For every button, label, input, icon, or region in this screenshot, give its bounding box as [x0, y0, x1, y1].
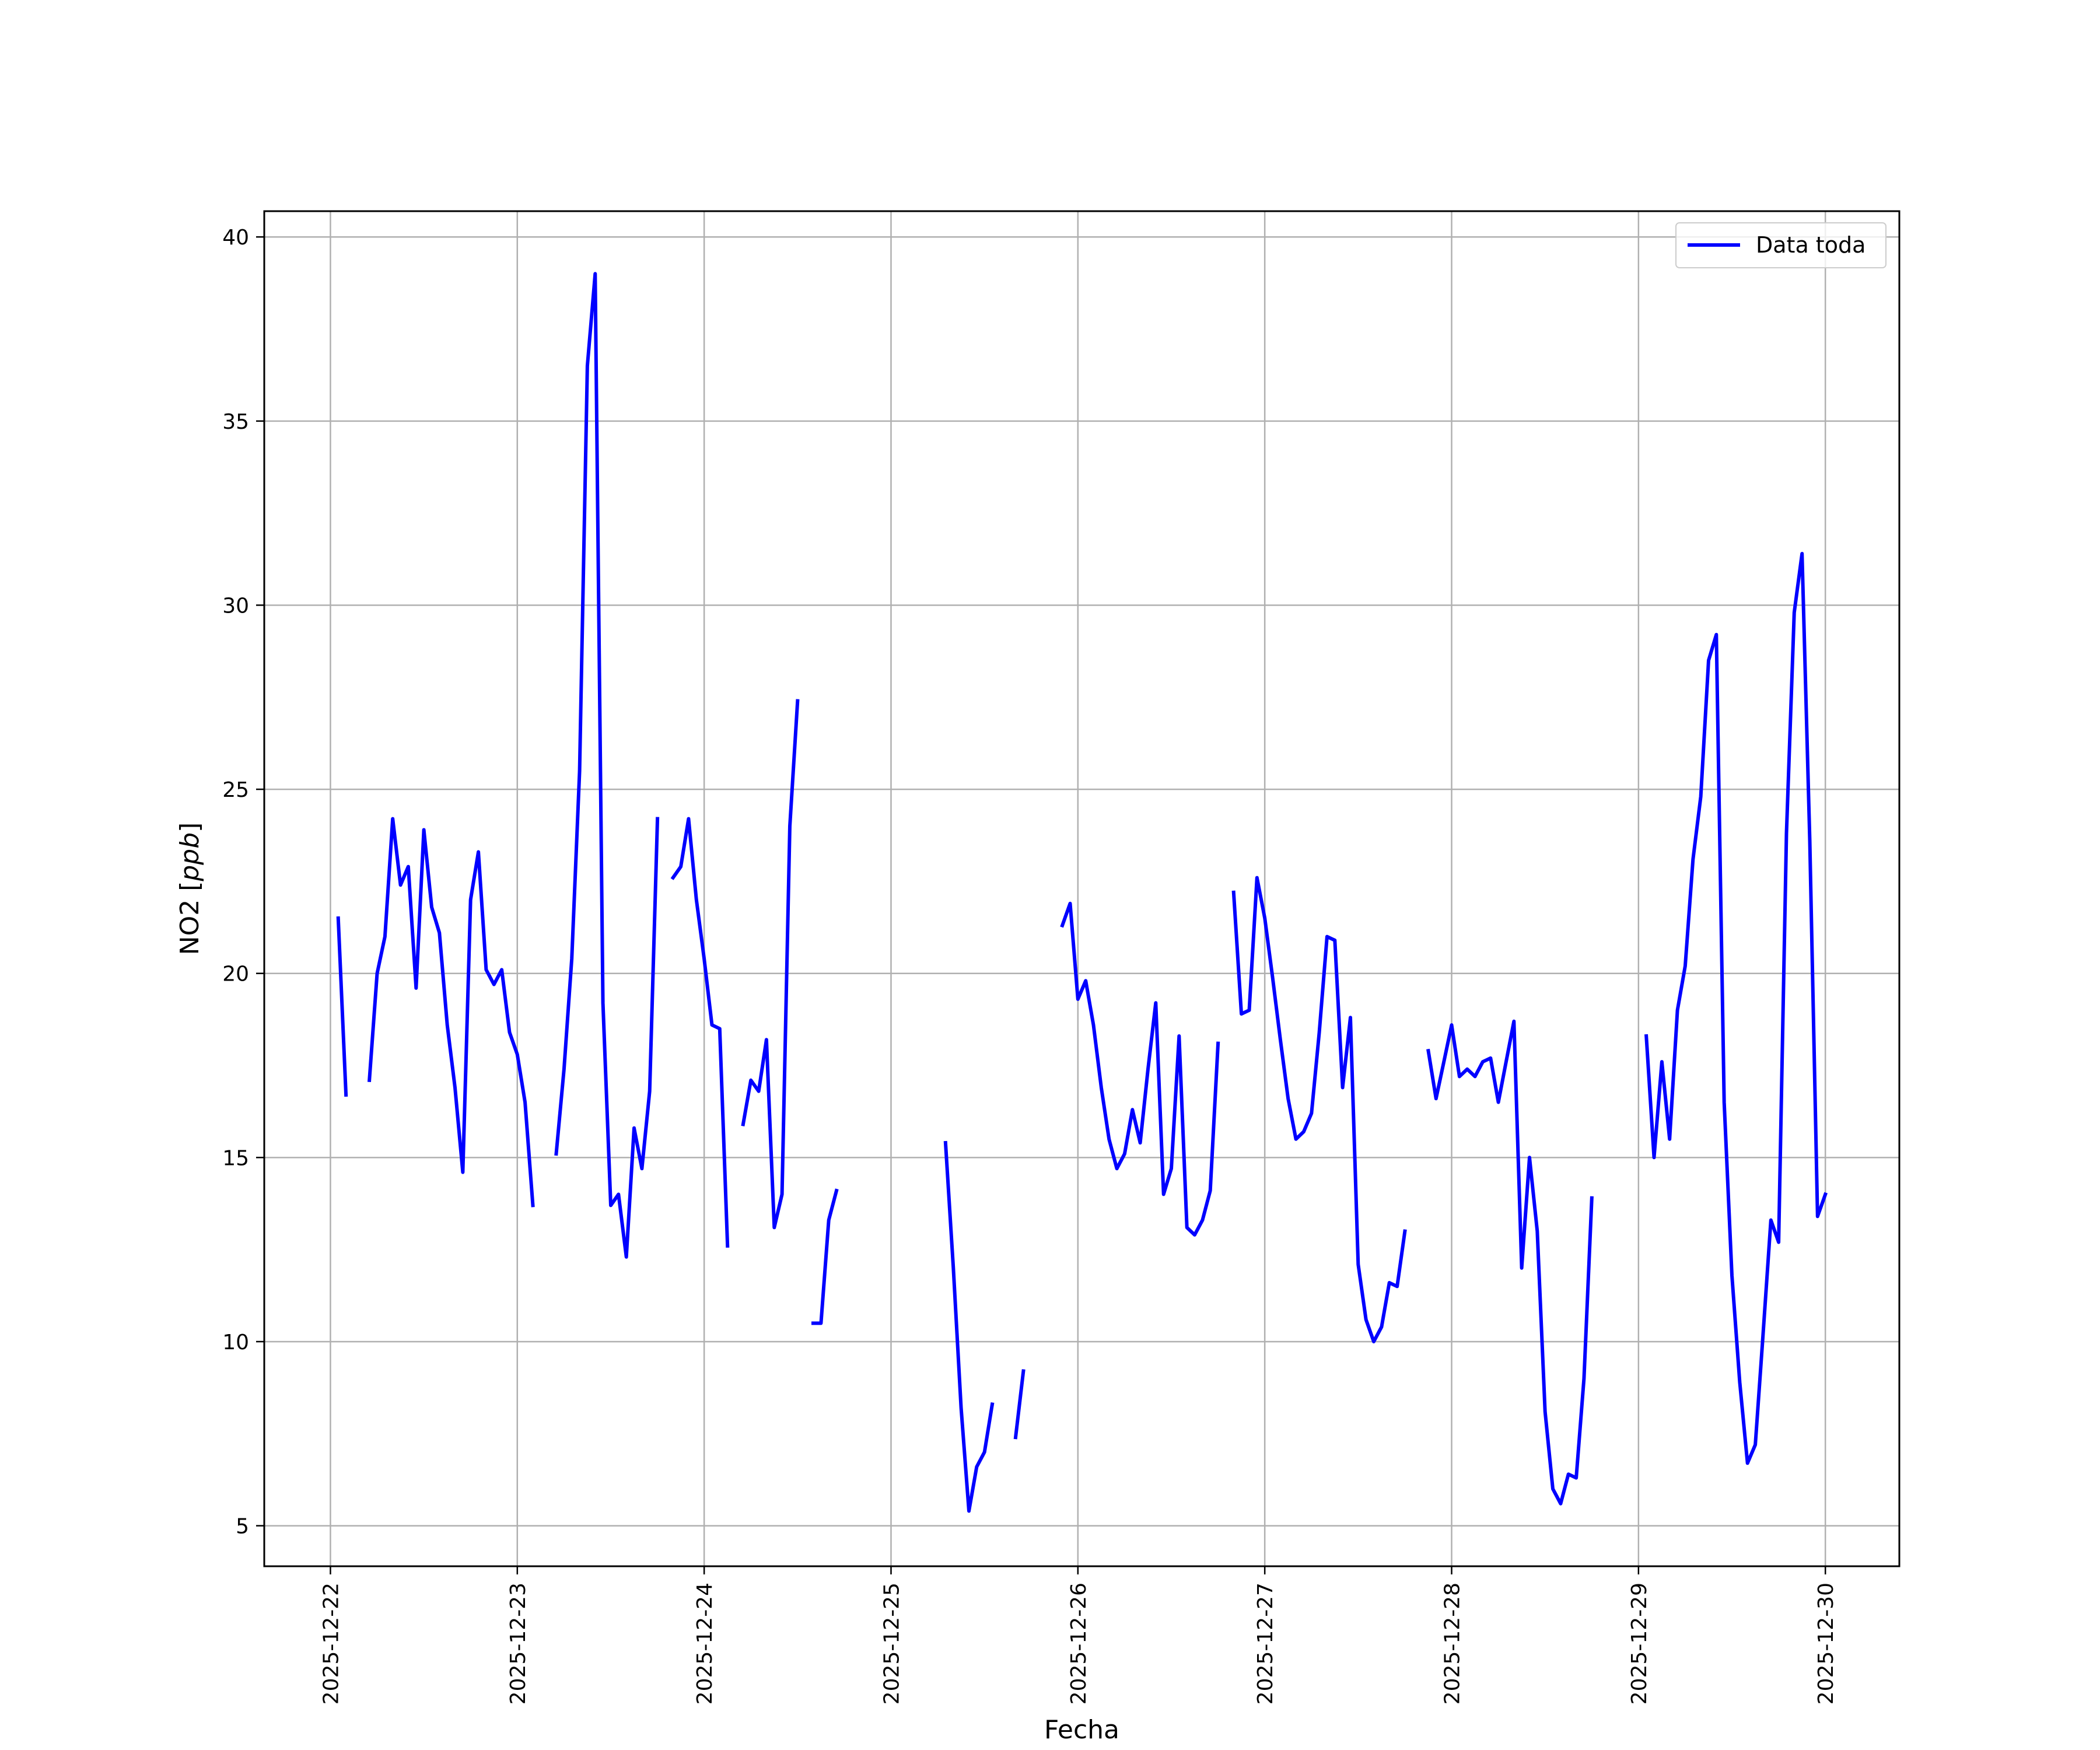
- x-tick-label: 2025-12-25: [880, 1583, 904, 1704]
- y-tick-label: 20: [222, 963, 249, 986]
- x-axis-title: Fecha: [1044, 1715, 1119, 1745]
- series-line-segment: [554, 272, 660, 1259]
- series-line-segment: [1231, 876, 1407, 1343]
- x-tick-label: 2025-12-28: [1441, 1583, 1465, 1704]
- grid: [264, 211, 1899, 1566]
- x-tick-label: 2025-12-29: [1628, 1583, 1651, 1704]
- series-line-segment: [1013, 1369, 1026, 1440]
- y-tick-label: 30: [222, 594, 249, 618]
- y-tick-label: 35: [222, 410, 249, 434]
- y-tick-label: 40: [222, 226, 249, 250]
- series-line-segment: [943, 1140, 995, 1513]
- series-line-segment: [1426, 1019, 1594, 1506]
- series-line-segment: [367, 817, 535, 1208]
- x-tick-label: 2025-12-22: [319, 1583, 343, 1704]
- y-axis-title-close: ]: [175, 822, 205, 832]
- series-line-segment: [1644, 552, 1828, 1465]
- x-tick-label: 2025-12-26: [1067, 1583, 1091, 1704]
- series-line-segment: [1060, 901, 1220, 1237]
- legend: Data toda: [1675, 222, 1887, 268]
- y-axis-title: NO2 [ppb]: [175, 822, 205, 956]
- y-axis-title-unit: ppb: [175, 832, 205, 882]
- ticks: 2025-12-22 2025-12-23 2025-12-24 2025-12-25…: [222, 226, 1838, 1704]
- y-tick-label: 10: [222, 1331, 249, 1354]
- legend-label-data-toda: Data toda: [1756, 232, 1866, 258]
- y-tick-label: 25: [222, 778, 249, 802]
- series-layer: [336, 272, 1828, 1513]
- legend-box: [1675, 222, 1887, 268]
- x-tick-label: 2025-12-23: [506, 1583, 530, 1704]
- x-tick-label: 2025-12-27: [1254, 1583, 1278, 1704]
- series-line-segment: [741, 699, 800, 1230]
- y-tick-label: 5: [236, 1515, 249, 1539]
- x-tick-label: 2025-12-24: [693, 1583, 717, 1704]
- series-line-segment: [670, 817, 730, 1248]
- x-tick-label: 2025-12-30: [1814, 1583, 1838, 1704]
- y-tick-label: 15: [222, 1146, 249, 1170]
- series-line-segment: [811, 1188, 839, 1325]
- y-axis-title-text: NO2 [: [175, 881, 205, 956]
- series-line-segment: [336, 916, 348, 1097]
- plot-area-frame: [263, 210, 1901, 1567]
